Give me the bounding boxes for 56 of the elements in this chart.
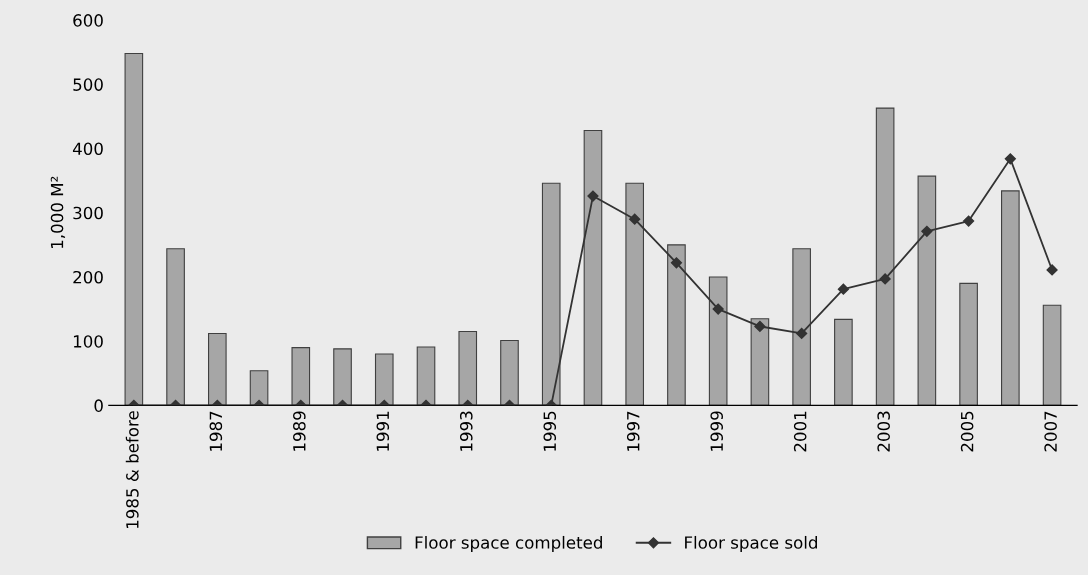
bar	[583, 130, 603, 406]
legend-label: Floor space completed	[415, 535, 602, 553]
bar	[1042, 304, 1062, 406]
bar	[374, 353, 394, 406]
x-tick-label: 1997	[626, 411, 640, 451]
point	[1004, 153, 1016, 165]
bar	[708, 276, 728, 406]
y-tick-label: 400	[72, 142, 103, 156]
bar	[750, 318, 770, 406]
bar	[917, 175, 937, 406]
y-tick-label: 500	[73, 78, 103, 91]
bar	[291, 347, 311, 406]
x-tick-label: 1989	[293, 411, 306, 451]
point	[962, 215, 975, 227]
x-tick-label: 2005	[960, 411, 974, 452]
point	[712, 303, 724, 315]
bar	[124, 52, 144, 406]
y-tick-label: 600	[73, 14, 103, 27]
x-tick-label: 1995	[543, 411, 557, 451]
x-tick-label: 1991	[376, 411, 390, 451]
point	[1046, 264, 1058, 276]
y-tick-label: 100	[73, 335, 103, 348]
bar	[667, 244, 686, 406]
bar	[166, 248, 185, 406]
x-tick-label: 2007	[1044, 411, 1057, 452]
point	[754, 320, 766, 333]
point	[837, 283, 849, 295]
legend-label: Floor space sold	[685, 535, 817, 553]
x-tick-label: 1999	[710, 411, 724, 451]
point	[921, 225, 933, 237]
point	[796, 327, 808, 340]
y-tick-label: 0	[94, 399, 103, 412]
x-tick-label: 1993	[459, 411, 473, 451]
bar	[249, 370, 269, 406]
bar	[416, 346, 436, 406]
x-tick-label: 2003	[877, 411, 890, 452]
y-tick-label: 300	[73, 206, 103, 220]
bar	[875, 107, 895, 406]
bar	[500, 339, 519, 406]
point	[629, 213, 641, 225]
bar	[541, 182, 561, 406]
bar	[959, 282, 978, 406]
bar	[625, 182, 645, 406]
x-tick-label: 1987	[209, 411, 223, 451]
point	[670, 257, 683, 269]
bar	[834, 318, 853, 406]
y-axis-title: 1,000 M²	[50, 176, 66, 248]
bar	[207, 332, 227, 406]
bar	[1001, 190, 1020, 406]
x-tick-label: 1985 & before	[125, 411, 139, 529]
bar	[792, 248, 811, 406]
bar	[458, 330, 478, 406]
x-tick-label: 2001	[793, 411, 807, 452]
y-tick-label: 200	[73, 270, 103, 284]
bar	[333, 348, 352, 406]
point	[879, 273, 891, 285]
